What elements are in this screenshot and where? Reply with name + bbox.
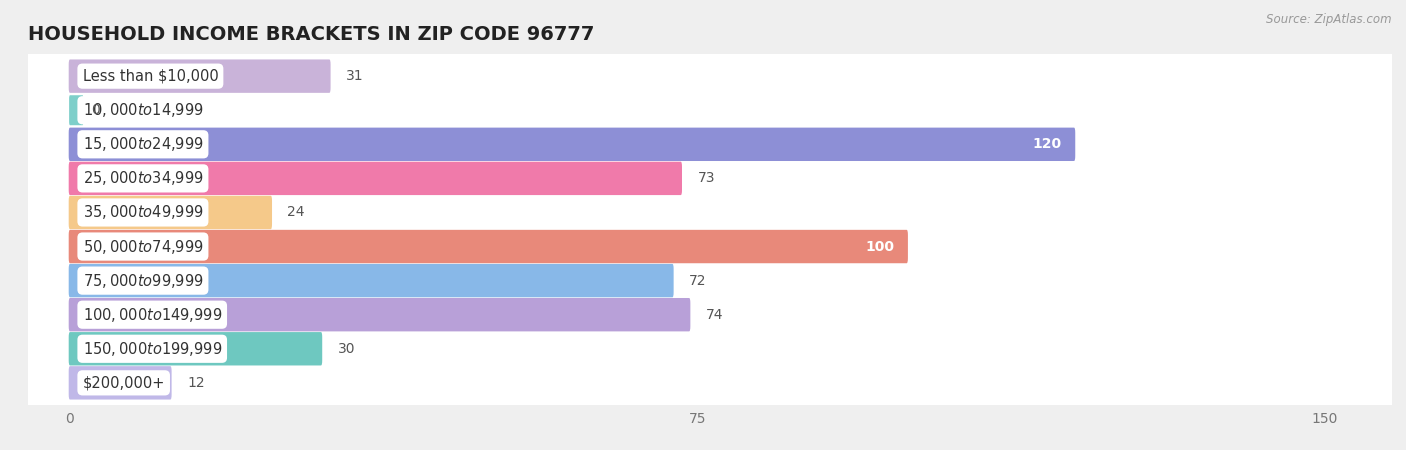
FancyBboxPatch shape <box>25 86 1395 135</box>
Text: 72: 72 <box>689 274 707 288</box>
FancyBboxPatch shape <box>69 366 172 400</box>
FancyBboxPatch shape <box>69 298 690 331</box>
Text: $15,000 to $24,999: $15,000 to $24,999 <box>83 135 204 153</box>
FancyBboxPatch shape <box>69 332 322 365</box>
FancyBboxPatch shape <box>25 120 1395 169</box>
Text: $25,000 to $34,999: $25,000 to $34,999 <box>83 169 204 187</box>
Text: 100: 100 <box>865 239 894 253</box>
Text: $35,000 to $49,999: $35,000 to $49,999 <box>83 203 204 221</box>
Text: 120: 120 <box>1032 137 1062 151</box>
Text: Less than $10,000: Less than $10,000 <box>83 69 218 84</box>
Text: 12: 12 <box>187 376 205 390</box>
Text: HOUSEHOLD INCOME BRACKETS IN ZIP CODE 96777: HOUSEHOLD INCOME BRACKETS IN ZIP CODE 96… <box>28 25 595 44</box>
FancyBboxPatch shape <box>25 290 1395 339</box>
Text: 30: 30 <box>337 342 356 356</box>
FancyBboxPatch shape <box>69 196 271 229</box>
Text: $150,000 to $199,999: $150,000 to $199,999 <box>83 340 222 358</box>
FancyBboxPatch shape <box>25 154 1395 203</box>
FancyBboxPatch shape <box>25 188 1395 237</box>
Text: $50,000 to $74,999: $50,000 to $74,999 <box>83 238 204 256</box>
FancyBboxPatch shape <box>25 222 1395 271</box>
Text: $100,000 to $149,999: $100,000 to $149,999 <box>83 306 222 324</box>
FancyBboxPatch shape <box>69 95 83 125</box>
Text: 74: 74 <box>706 308 723 322</box>
Text: 31: 31 <box>346 69 364 83</box>
Text: $10,000 to $14,999: $10,000 to $14,999 <box>83 101 204 119</box>
Text: $75,000 to $99,999: $75,000 to $99,999 <box>83 272 204 290</box>
FancyBboxPatch shape <box>25 324 1395 374</box>
FancyBboxPatch shape <box>25 358 1395 407</box>
FancyBboxPatch shape <box>69 59 330 93</box>
Text: 73: 73 <box>697 171 716 185</box>
Text: 0: 0 <box>91 103 100 117</box>
FancyBboxPatch shape <box>25 256 1395 305</box>
FancyBboxPatch shape <box>69 162 682 195</box>
FancyBboxPatch shape <box>69 264 673 297</box>
FancyBboxPatch shape <box>25 52 1395 101</box>
FancyBboxPatch shape <box>69 128 1076 161</box>
Text: 24: 24 <box>287 206 305 220</box>
Text: $200,000+: $200,000+ <box>83 375 165 390</box>
FancyBboxPatch shape <box>69 230 908 263</box>
Text: Source: ZipAtlas.com: Source: ZipAtlas.com <box>1267 14 1392 27</box>
